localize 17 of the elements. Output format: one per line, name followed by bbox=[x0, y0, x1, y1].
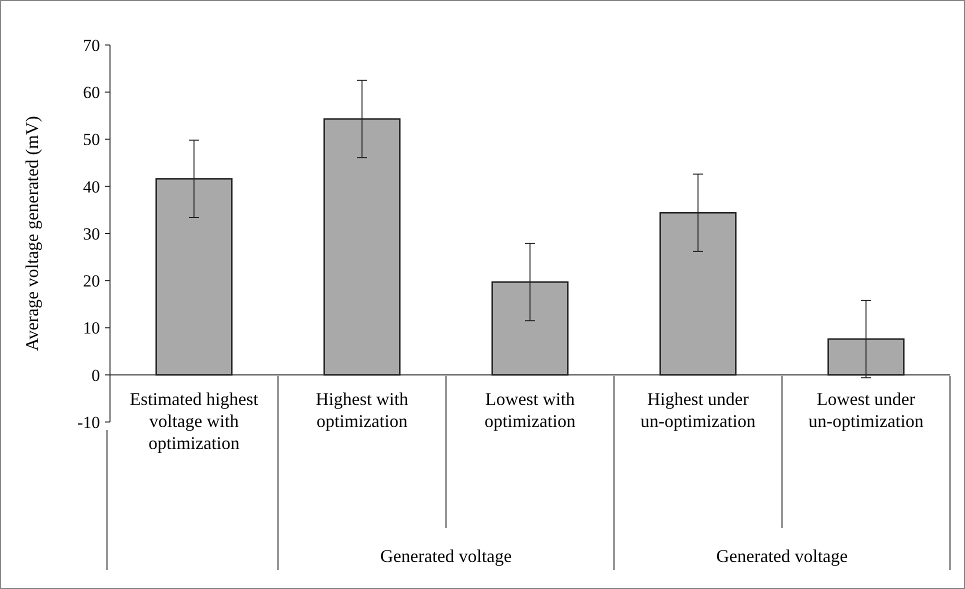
x-tick-label: Lowest under un-optimization bbox=[808, 388, 924, 431]
y-tick-label: 50 bbox=[83, 130, 100, 150]
x-tick-label: Highest under un-optimization bbox=[640, 388, 756, 431]
y-tick-label: 20 bbox=[83, 272, 100, 291]
y-tick-label: 70 bbox=[83, 36, 100, 55]
x-tick-label: Estimated highest voltage with optimization bbox=[130, 388, 258, 453]
y-tick-label: 0 bbox=[92, 366, 100, 385]
y-tick-label: 60 bbox=[83, 83, 100, 102]
y-tick-label: -10 bbox=[77, 412, 100, 432]
y-axis-title: Average voltage generated (mV) bbox=[22, 116, 42, 352]
y-tick-label: 40 bbox=[83, 177, 100, 196]
text: Generated voltage bbox=[716, 546, 848, 566]
x-tick-label: Lowest with optimization bbox=[484, 388, 576, 431]
text: Generated voltage bbox=[380, 546, 512, 566]
y-tick-label: 10 bbox=[83, 318, 100, 338]
x-tick-label: Highest with optimization bbox=[316, 388, 408, 431]
y-tick-label: 30 bbox=[83, 224, 100, 244]
